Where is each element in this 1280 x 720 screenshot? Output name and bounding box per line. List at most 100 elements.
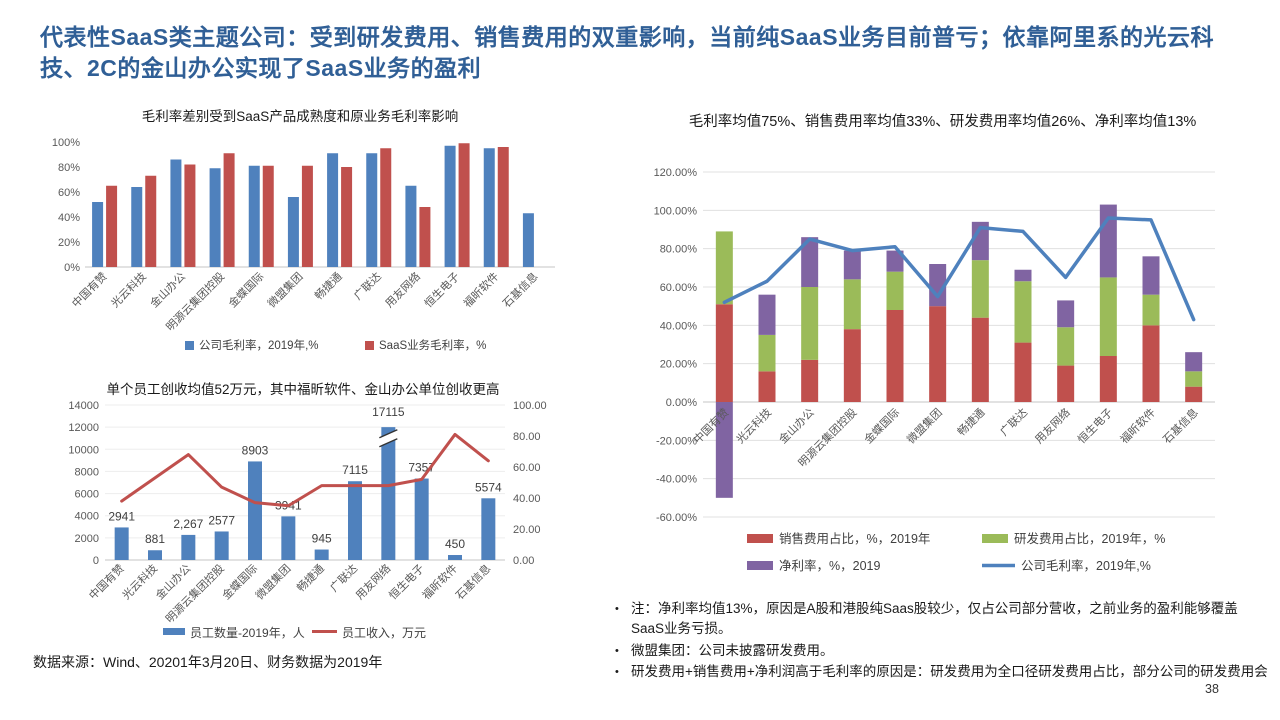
bar-value-label: 7115: [342, 463, 368, 477]
x-axis-label: 明源云集团控股: [162, 561, 226, 625]
stack-segment: [1014, 269, 1032, 282]
employee-count-bar: [114, 527, 129, 560]
axis-label: 120.00%: [654, 167, 698, 179]
stack-segment: [715, 304, 733, 402]
axis-label: 40.00%: [660, 320, 698, 332]
bar-saas-margin: [341, 167, 353, 267]
axis-label: 12000: [68, 422, 99, 434]
stack-segment: [843, 250, 861, 280]
stack-segment: [1099, 204, 1117, 278]
x-axis-label: 光云科技: [119, 561, 160, 602]
stack-segment: [715, 231, 733, 305]
stack-segment: [886, 309, 904, 402]
x-axis-label: 福昕软件: [419, 561, 460, 602]
page-number: 38: [1205, 682, 1219, 696]
legend-label: 净利率，%，2019: [779, 558, 880, 573]
axis-label: 60.00%: [660, 282, 698, 294]
stack-segment: [1185, 386, 1203, 402]
footnote-item: • 研发费用+销售费用+净利润高于毛利率的原因是：研发费用为全口径研发费用占比，…: [615, 662, 1270, 682]
x-axis-label: 中国有赞: [86, 561, 127, 602]
axis-label: 80.00%: [660, 244, 698, 256]
data-source-caption: 数据来源：Wind、20201年3月20日、财务数据为2019年: [33, 654, 383, 670]
stack-segment: [1014, 281, 1032, 343]
x-axis-label: 畅捷通: [311, 269, 344, 302]
axis-label: 100.00: [513, 400, 547, 412]
chart-employee-revenue: 单个员工创收均值52万元，其中福昕软件、金山办公单位创收更高 0 2000 4000…: [33, 378, 573, 672]
x-axis-label: 用友网络: [382, 269, 423, 310]
stack-segment: [843, 329, 861, 402]
axis-label: 0.00: [513, 555, 534, 567]
axis-label: 80%: [58, 162, 80, 174]
bar-saas-margin: [184, 164, 196, 267]
bar-saas-margin: [145, 175, 157, 267]
x-axis-label: 用友网络: [352, 561, 393, 602]
stack-segment: [971, 317, 989, 402]
axis-label: 0: [93, 555, 99, 567]
legend-label: 研发费用占比，2019年，%: [1014, 531, 1165, 546]
axis-label: 60%: [58, 187, 80, 199]
x-axis-label: 畅捷通: [954, 405, 987, 438]
employee-revenue-line: [120, 432, 490, 508]
stack-segment: [715, 402, 733, 498]
stack-segment: [1099, 277, 1117, 356]
stack-segment: [801, 359, 819, 402]
stack-segment: [929, 263, 947, 307]
legend-label: 销售费用占比，%，2019年: [779, 531, 930, 546]
bar-saas-margin: [380, 148, 392, 267]
stack-segment: [1142, 294, 1160, 326]
legend-swatch: [365, 341, 374, 350]
x-axis-label: 恒生电子: [421, 269, 462, 310]
bar-saas-margin: [458, 143, 470, 267]
axis-label: 0%: [64, 262, 80, 274]
legend-label: 员工收入，万元: [342, 626, 426, 640]
x-axis-label: 金蝶国际: [225, 269, 266, 310]
employee-count-bar: [448, 555, 462, 560]
chart-cost-structure-title: 毛利率均值75%、销售费用率均值33%、研发费用率均值26%、净利率均值13%: [688, 114, 1197, 130]
stack-segment: [758, 371, 776, 402]
legend-swatch: [982, 534, 1008, 543]
axis-label: 100%: [52, 137, 80, 149]
x-axis-label: 光云科技: [108, 269, 149, 310]
bar-value-label: 17115: [372, 405, 405, 419]
bar-company-margin: [405, 185, 417, 267]
footnote-text: 研发费用+销售费用+净利润高于毛利率的原因是：研发费用为全口径研发费用占比，部分…: [631, 663, 1268, 679]
stack-segment: [1057, 365, 1075, 402]
bar-company-margin: [92, 202, 104, 267]
axis-label: 20%: [58, 237, 80, 249]
bar-value-label: 450: [445, 537, 465, 551]
bar-value-label: 2,267: [173, 517, 203, 531]
axis-label: 20.00: [513, 524, 541, 536]
bar-company-margin: [248, 165, 260, 267]
bar-value-label: 945: [312, 532, 332, 546]
chart-cost-structure: 毛利率均值75%、销售费用率均值33%、研发费用率均值26%、净利率均值13% …: [615, 110, 1270, 600]
footnotes: • 注：净利率均值13%，原因是A股和港股纯Saas股较少，仅占公司部分营收，之…: [615, 599, 1270, 683]
employee-count-bar: [314, 549, 329, 560]
stack-segment: [758, 294, 776, 335]
x-axis-label: 石基信息: [452, 561, 493, 602]
x-axis-label: 金山办公: [147, 269, 188, 310]
stack-segment: [1057, 300, 1075, 328]
axis-label: 80.00: [513, 431, 541, 443]
bar-company-margin: [327, 153, 339, 267]
axis-label: 40%: [58, 212, 80, 224]
chart-gross-margin-title: 毛利率差别受到SaaS产品成熟度和原业务毛利率影响: [141, 109, 459, 124]
axis-label: 8000: [75, 466, 99, 478]
employee-count-bar: [214, 531, 229, 560]
employee-count-bar: [481, 498, 496, 560]
employee-count-bar: [281, 516, 296, 560]
employee-count-bar: [381, 427, 396, 560]
axis-label: 6000: [75, 489, 99, 501]
bar-company-margin: [444, 145, 456, 267]
stack-segment: [886, 271, 904, 310]
legend-label: 公司毛利率，2019年,%: [1021, 558, 1151, 573]
stack-segment: [971, 260, 989, 318]
bar-saas-margin: [223, 153, 235, 267]
gross-margin-line: [722, 216, 1196, 322]
x-axis-label: 微盟集团: [265, 269, 306, 310]
x-axis-label: 畅捷通: [294, 561, 327, 594]
x-axis-label: 石基信息: [500, 269, 541, 310]
x-axis-label: 微盟集团: [252, 561, 293, 602]
legend-label: 员工数量-2019年，人: [190, 625, 305, 640]
stack-segment: [1142, 325, 1160, 402]
